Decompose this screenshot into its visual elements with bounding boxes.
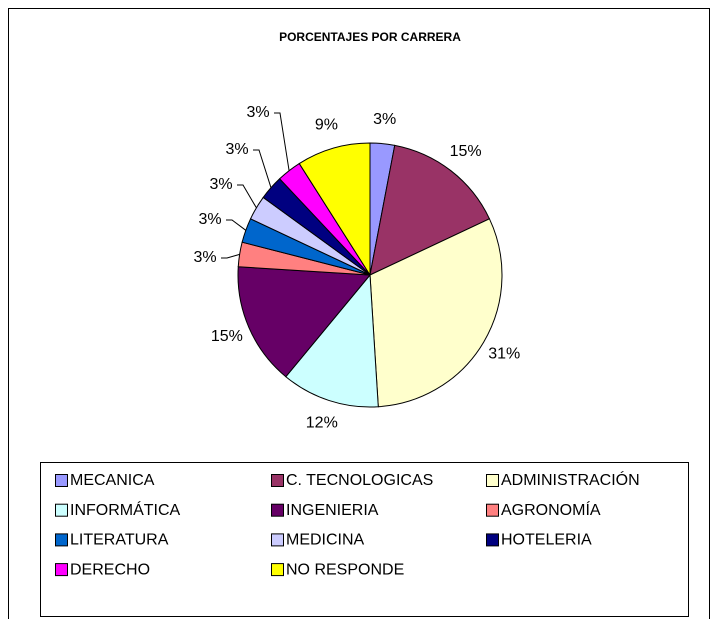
legend-label: AGRONOMÍA — [501, 500, 601, 519]
legend-swatch — [55, 563, 68, 577]
legend-label: LITERATURA — [70, 532, 169, 549]
data-label: 12% — [306, 415, 338, 432]
legend-swatch — [55, 474, 68, 487]
data-label: 15% — [211, 328, 243, 345]
pie-slice — [285, 273, 379, 408]
legend-box — [40, 462, 689, 617]
data-label: 3% — [246, 104, 269, 121]
legend-label: C. TECNOLOGICAS — [286, 472, 433, 489]
data-label: 3% — [209, 176, 232, 193]
leader-line — [226, 219, 247, 231]
data-label: 3% — [225, 141, 248, 158]
data-label: 31% — [488, 346, 520, 363]
leader-line — [221, 253, 240, 259]
pie-slice — [298, 142, 371, 277]
legend-label: INGENIERIA — [286, 502, 379, 519]
leader-line — [253, 149, 272, 188]
legend-label: NO RESPONDE — [286, 561, 404, 578]
leader-line — [237, 184, 257, 209]
data-label: 15% — [450, 143, 482, 160]
legend-label: DERECHO — [70, 561, 150, 578]
leader-line — [274, 112, 290, 171]
legend-swatch — [55, 533, 68, 547]
legend-label: INFORMÁTICA — [70, 500, 181, 519]
data-label: 3% — [373, 111, 396, 128]
pie-slice — [237, 266, 372, 378]
legend-swatch — [486, 474, 499, 487]
pie-slice — [369, 218, 503, 408]
legend-swatch — [486, 503, 499, 517]
data-label: 9% — [315, 116, 338, 133]
legend-swatch — [271, 474, 284, 487]
legend-swatch — [271, 533, 284, 547]
legend-label: MEDICINA — [286, 532, 365, 549]
chart-title: PORCENTAJES POR CARRERA — [279, 30, 461, 44]
legend-swatch — [271, 563, 284, 577]
legend-swatch — [271, 503, 284, 517]
pie-slice — [369, 144, 491, 276]
data-label: 3% — [193, 249, 216, 266]
legend-swatch — [486, 533, 499, 547]
data-label: 3% — [198, 211, 221, 228]
legend-label: ADMINISTRACIÓN — [501, 470, 640, 489]
legend-label: MECANICA — [70, 472, 155, 489]
legend-label: HOTELERIA — [501, 532, 592, 549]
legend-swatch — [55, 503, 68, 517]
